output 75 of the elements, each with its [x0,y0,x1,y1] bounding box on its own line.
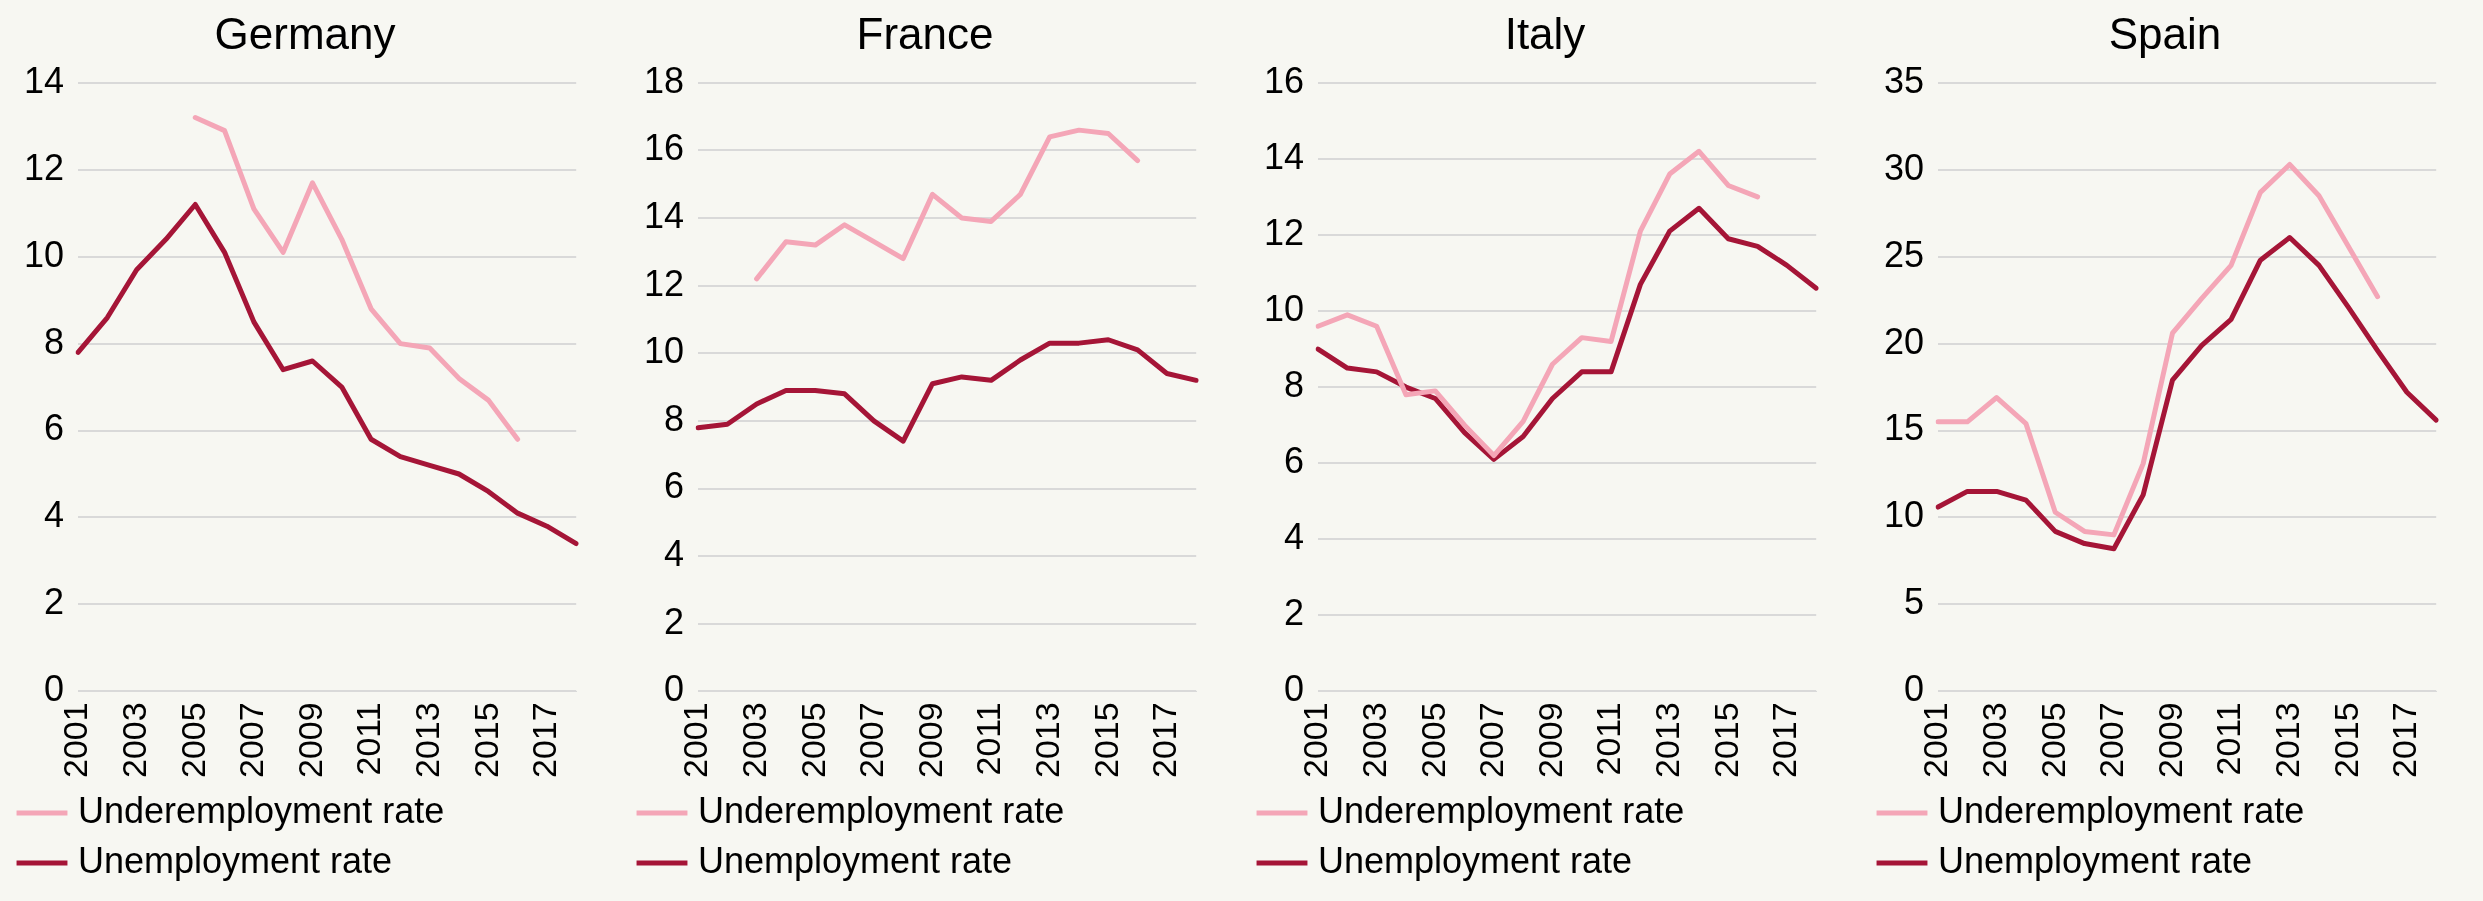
x-tick-label: 2015 [466,702,505,778]
x-tick-label: 2013 [2268,702,2307,778]
y-tick-label: 10 [644,330,685,372]
x-tick-label: 2007 [2092,702,2131,778]
y-tick-label: 12 [24,146,65,188]
y-tick-label: 16 [644,127,685,169]
x-tick-label: 2017 [1145,702,1184,778]
x-tick-label: 2005 [1413,702,1452,778]
y-tick-label: 8 [664,397,685,439]
x-tick-label: 2011 [349,702,388,776]
y-tick-label: 4 [664,533,685,575]
x-tick-label: 2003 [735,702,774,778]
x-tick-label: 2015 [2326,702,2365,778]
x-tick-label: 2011 [1589,702,1628,776]
y-tick-label: 10 [1884,494,1925,536]
x-tick-label: 2013 [1028,702,1067,778]
y-tick-label: 14 [1264,135,1305,177]
x-tick-label: 2015 [1086,702,1125,778]
y-tick-label: 6 [1284,440,1305,482]
y-tick-label: 18 [644,59,685,101]
y-tick-label: 25 [1884,233,1925,275]
y-tick-label: 14 [24,59,65,101]
y-tick-label: 12 [644,262,685,304]
x-tick-label: 2003 [115,702,154,778]
y-tick-label: 2 [664,600,685,642]
y-tick-label: 2 [1284,592,1305,634]
x-tick-label: 2009 [2150,702,2189,778]
x-tick-label: 2005 [173,702,212,778]
y-tick-label: 2 [44,581,65,623]
y-tick-label: 16 [1264,59,1305,101]
legend-label: Underemployment rate [698,789,1065,831]
x-tick-label: 2011 [2209,702,2248,776]
x-tick-label: 2015 [1706,702,1745,778]
x-tick-label: 2009 [1530,702,1569,778]
legend-label: Underemployment rate [78,789,445,831]
x-tick-label: 2003 [1355,702,1394,778]
x-tick-label: 2011 [969,702,1008,776]
x-tick-label: 2009 [290,702,329,778]
x-tick-label: 2013 [1648,702,1687,778]
x-tick-label: 2007 [1472,702,1511,778]
x-tick-label: 2017 [525,702,564,778]
y-tick-label: 5 [1904,581,1925,623]
legend-label: Underemployment rate [1318,789,1685,831]
x-tick-label: 2005 [793,702,832,778]
y-tick-label: 4 [44,494,65,536]
y-tick-label: 6 [664,465,685,507]
legend-label: Unemployment rate [1318,839,1633,881]
x-tick-label: 2017 [1765,702,1804,778]
legend-label: Underemployment rate [1938,789,2305,831]
y-tick-label: 20 [1884,320,1925,362]
legend-label: Unemployment rate [1938,839,2253,881]
y-tick-label: 35 [1884,59,1925,101]
x-tick-label: 2013 [408,702,447,778]
y-tick-label: 10 [1264,287,1305,329]
x-tick-label: 2003 [1975,702,2014,778]
x-tick-label: 2007 [232,702,271,778]
x-tick-label: 2005 [2033,702,2072,778]
x-tick-label: 2009 [910,702,949,778]
chart-title: Italy [1504,8,1586,58]
chart-title: Spain [2108,8,2222,58]
y-tick-label: 10 [24,233,65,275]
y-tick-label: 15 [1884,407,1925,449]
legend-label: Unemployment rate [698,839,1013,881]
chart-title: Germany [214,8,396,58]
y-tick-label: 8 [44,320,65,362]
x-tick-label: 2017 [2385,702,2424,778]
legend-label: Unemployment rate [78,839,393,881]
x-tick-label: 2007 [852,702,891,778]
chart-title: France [856,8,994,58]
y-tick-label: 14 [644,194,685,236]
y-tick-label: 12 [1264,211,1305,253]
y-tick-label: 30 [1884,146,1925,188]
y-tick-label: 8 [1284,364,1305,405]
y-tick-label: 4 [1284,516,1305,558]
y-tick-label: 6 [44,407,65,449]
